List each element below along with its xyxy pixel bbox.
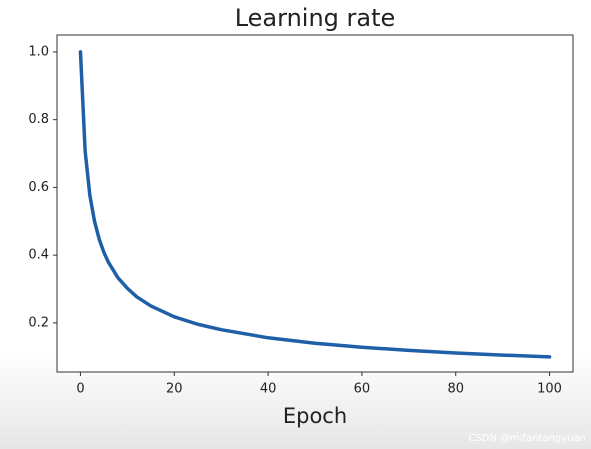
chart-title: Learning rate (235, 4, 396, 32)
x-tick-label: 100 (537, 382, 562, 397)
x-axis-label: Epoch (283, 404, 347, 428)
y-tick-label: 0.4 (28, 248, 49, 263)
x-tick-label: 40 (260, 382, 277, 397)
x-tick-label: 80 (447, 382, 464, 397)
y-tick-label: 1.0 (28, 44, 49, 59)
x-tick-label: 60 (354, 382, 371, 397)
x-tick-label: 20 (166, 382, 183, 397)
y-tick-label: 0.2 (28, 315, 49, 330)
y-tick-label: 0.8 (28, 112, 49, 127)
watermark: CSDN @mifantangyuan (468, 433, 586, 444)
x-tick-label: 0 (76, 382, 84, 397)
lr-line (78, 50, 552, 359)
plot-area (56, 34, 574, 373)
y-tick-label: 0.6 (28, 180, 49, 195)
